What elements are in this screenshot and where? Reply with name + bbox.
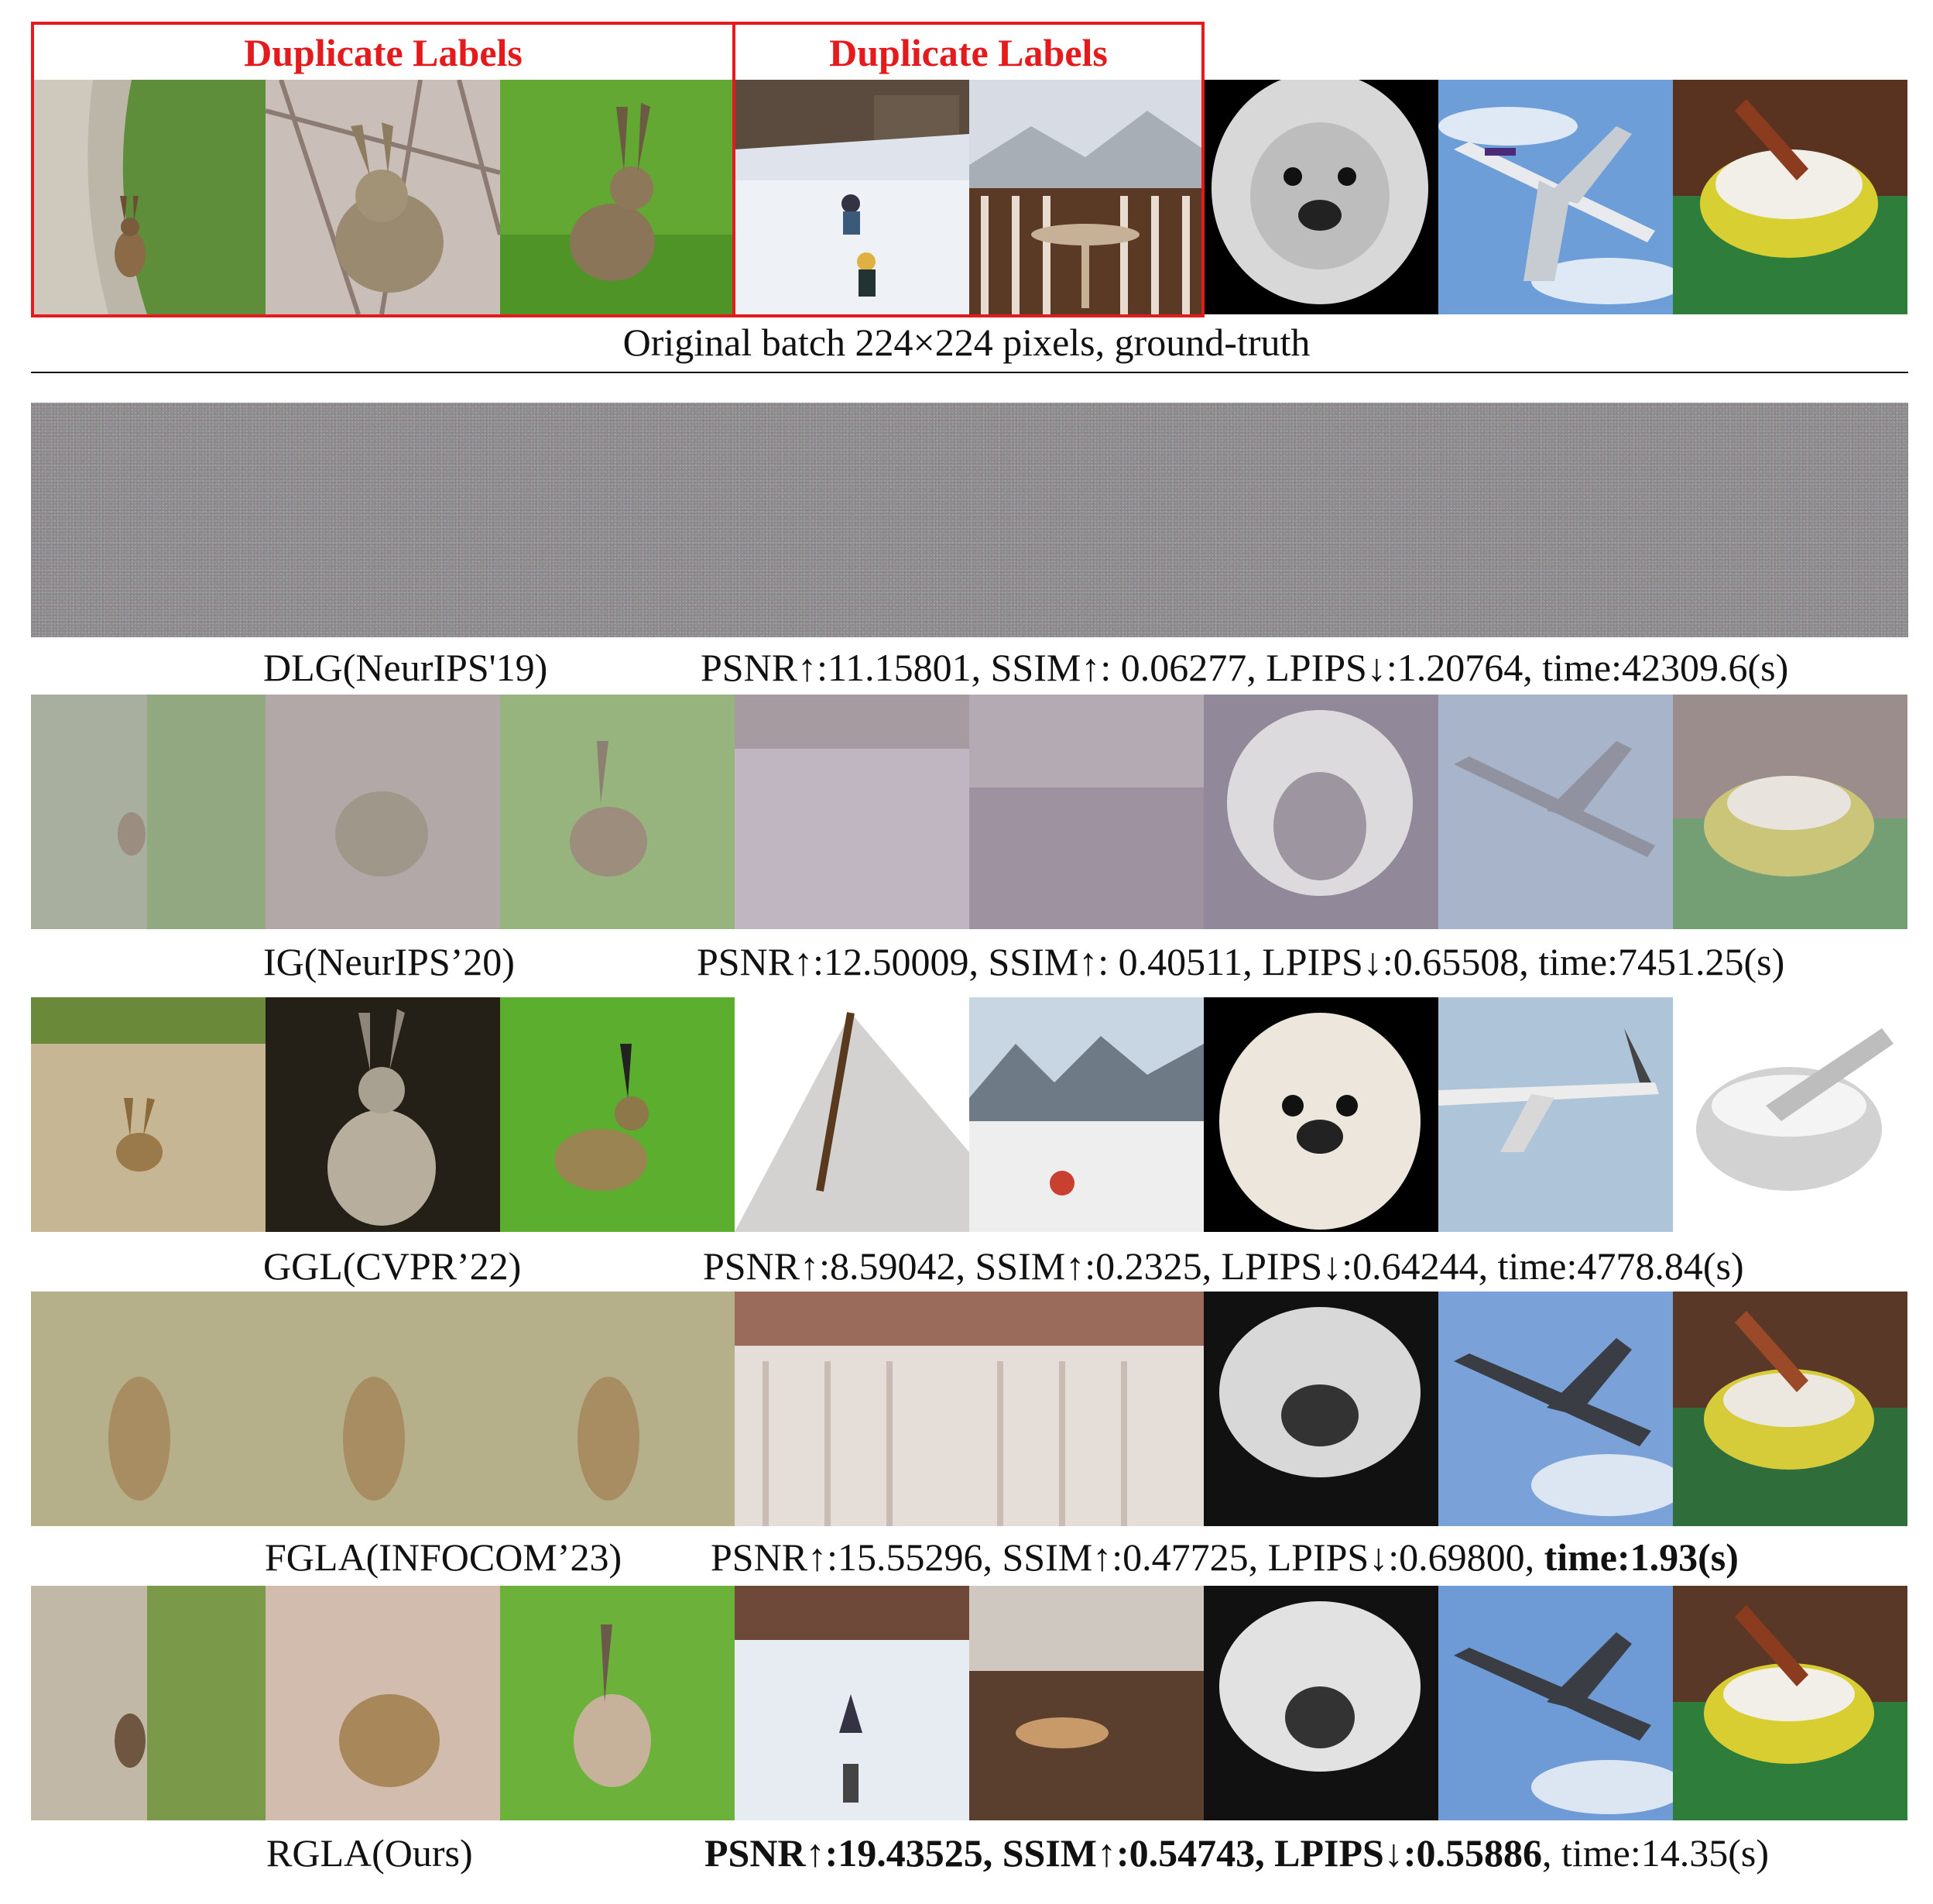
duplicate-labels-right-text: Duplicate Labels [829, 31, 1108, 74]
fgla-reconstruction-row [31, 1292, 1908, 1526]
duplicate-labels-box-left: Duplicate Labels [31, 22, 735, 317]
ggl-snowy-peak [735, 997, 969, 1232]
ig-method-label: IG(NeurIPS’20) [263, 940, 515, 983]
fgla-method-label: FGLA(INFOCOM’23) [265, 1535, 622, 1579]
rgla-hare-grass [500, 1586, 735, 1820]
ground-truth-row: Duplicate Labels Duplicate Labels [31, 22, 1908, 317]
rgla-mortar [1673, 1586, 1907, 1820]
ggl-reconstruction-row [31, 997, 1908, 1232]
ggl-hare-dark [266, 997, 500, 1232]
original-batch-caption: Original batch 224×224 pixels, ground-tr… [622, 321, 1311, 364]
ig-mortar [1673, 695, 1907, 929]
rgla-balcony [969, 1586, 1204, 1820]
fgla-snow-2 [969, 1292, 1204, 1526]
sledding-snow-image [735, 80, 969, 314]
rgla-metrics-bold: PSNR↑:19.43525, SSIM↑:0.54743, LPIPS↓:0.… [704, 1831, 1542, 1875]
fgla-hare-2 [266, 1292, 500, 1526]
rgla-metrics: PSNR↑:19.43525, SSIM↑:0.54743, LPIPS↓:0.… [704, 1830, 1769, 1876]
balcony-view-image [969, 80, 1204, 314]
pekingese-image [1204, 80, 1438, 314]
rgla-hare-path [31, 1586, 266, 1820]
fgla-metrics: PSNR↑:15.55296, SSIM↑:0.47725, LPIPS↓:0.… [711, 1534, 1739, 1580]
duplicate-labels-left-text: Duplicate Labels [244, 31, 523, 74]
dlg-reconstruction-row [31, 403, 1908, 637]
ggl-hare-field [31, 997, 266, 1232]
fgla-hare-3 [500, 1292, 735, 1526]
rgla-pekingese [1204, 1586, 1438, 1820]
ggl-method-label: GGL(CVPR’22) [263, 1244, 522, 1288]
fgla-metrics-plain: PSNR↑:15.55296, SSIM↑:0.47725, LPIPS↓:0.… [711, 1535, 1544, 1579]
fgla-airplane [1438, 1292, 1673, 1526]
ig-hare-branches [266, 695, 500, 929]
ig-balcony [969, 695, 1204, 929]
fgla-mortar [1673, 1292, 1907, 1526]
fgla-hare-1 [31, 1292, 266, 1526]
ggl-hare-grass [500, 997, 735, 1232]
dlg-metrics: PSNR↑:11.15801, SSIM↑: 0.06277, LPIPS↓:1… [701, 646, 1789, 689]
duplicate-labels-box-right: Duplicate Labels [732, 22, 1205, 317]
ig-airplane [1438, 695, 1673, 929]
ig-hare-path [31, 695, 266, 929]
hare-grass-image [500, 80, 735, 314]
ig-pekingese [1204, 695, 1438, 929]
rgla-airplane [1438, 1586, 1673, 1820]
ig-metrics: PSNR↑:12.50009, SSIM↑: 0.40511, LPIPS↓:0… [697, 940, 1785, 983]
ggl-mountains [969, 997, 1204, 1232]
hare-path-image [31, 80, 266, 314]
ig-hare-grass [500, 695, 735, 929]
fedex-airplane-image [1438, 80, 1673, 314]
rgla-metrics-time: , time:14.35(s) [1541, 1831, 1770, 1875]
mortar-pestle-image [1673, 80, 1907, 314]
ggl-metrics: PSNR↑:8.59042, SSIM↑:0.2325, LPIPS↓:0.64… [703, 1244, 1744, 1288]
rgla-method-label: RGLA(Ours) [266, 1831, 473, 1875]
rgla-snow [735, 1586, 969, 1820]
ggl-airplane [1438, 997, 1673, 1232]
fgla-snow-1 [735, 1292, 969, 1526]
fgla-metrics-time-bold: time:1.93(s) [1544, 1535, 1739, 1579]
ig-reconstruction-row [31, 695, 1908, 929]
hare-branches-image [266, 80, 500, 314]
dlg-method-label: DLG(NeurIPS'19) [263, 646, 548, 689]
rgla-reconstruction-row [31, 1586, 1908, 1820]
section-divider [31, 372, 1908, 373]
ggl-pekingese [1204, 997, 1438, 1232]
ggl-white-mortar [1673, 997, 1907, 1232]
fgla-pekingese [1204, 1292, 1438, 1526]
rgla-hare-branches [266, 1586, 500, 1820]
ig-sledding [735, 695, 969, 929]
